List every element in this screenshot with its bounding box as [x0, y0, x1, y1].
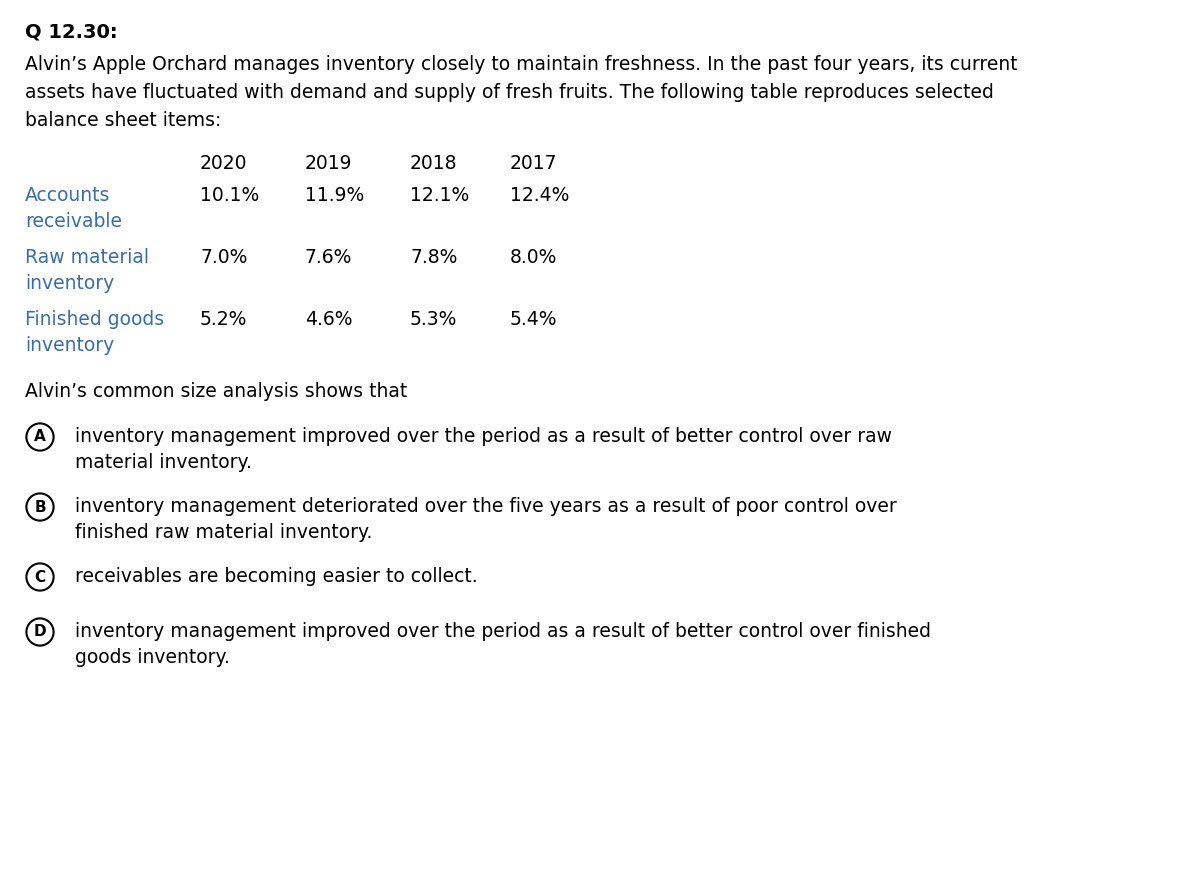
Text: D: D: [34, 625, 47, 639]
Text: Raw material: Raw material: [25, 248, 149, 267]
Text: 2019: 2019: [305, 154, 353, 173]
Text: 5.4%: 5.4%: [510, 310, 558, 329]
Text: C: C: [35, 569, 46, 584]
Text: finished raw material inventory.: finished raw material inventory.: [74, 523, 372, 542]
Text: 7.0%: 7.0%: [200, 248, 247, 267]
Text: 5.3%: 5.3%: [410, 310, 457, 329]
Text: assets have fluctuated with demand and supply of fresh fruits. The following tab: assets have fluctuated with demand and s…: [25, 83, 994, 102]
Text: 12.4%: 12.4%: [510, 186, 569, 205]
Text: Alvin’s Apple Orchard manages inventory closely to maintain freshness. In the pa: Alvin’s Apple Orchard manages inventory …: [25, 55, 1018, 74]
Text: Alvin’s common size analysis shows that: Alvin’s common size analysis shows that: [25, 382, 407, 401]
Text: B: B: [34, 499, 46, 514]
Text: material inventory.: material inventory.: [74, 453, 252, 472]
Text: 7.8%: 7.8%: [410, 248, 457, 267]
Text: 10.1%: 10.1%: [200, 186, 259, 205]
Text: inventory management improved over the period as a result of better control over: inventory management improved over the p…: [74, 427, 892, 446]
Text: Q 12.30:: Q 12.30:: [25, 22, 118, 41]
Text: 2018: 2018: [410, 154, 457, 173]
Text: 4.6%: 4.6%: [305, 310, 353, 329]
Text: 12.1%: 12.1%: [410, 186, 469, 205]
Text: 5.2%: 5.2%: [200, 310, 247, 329]
Text: 2020: 2020: [200, 154, 247, 173]
Text: receivable: receivable: [25, 212, 122, 231]
Text: 7.6%: 7.6%: [305, 248, 353, 267]
Text: 2017: 2017: [510, 154, 558, 173]
Text: A: A: [34, 429, 46, 444]
Text: Accounts: Accounts: [25, 186, 110, 205]
Text: inventory: inventory: [25, 336, 114, 355]
Text: 8.0%: 8.0%: [510, 248, 557, 267]
Text: inventory: inventory: [25, 274, 114, 293]
Text: 11.9%: 11.9%: [305, 186, 365, 205]
Text: balance sheet items:: balance sheet items:: [25, 111, 221, 130]
Text: inventory management improved over the period as a result of better control over: inventory management improved over the p…: [74, 622, 931, 641]
Text: inventory management deteriorated over the five years as a result of poor contro: inventory management deteriorated over t…: [74, 497, 896, 516]
Text: Finished goods: Finished goods: [25, 310, 164, 329]
Text: goods inventory.: goods inventory.: [74, 648, 230, 667]
Text: receivables are becoming easier to collect.: receivables are becoming easier to colle…: [74, 567, 478, 586]
